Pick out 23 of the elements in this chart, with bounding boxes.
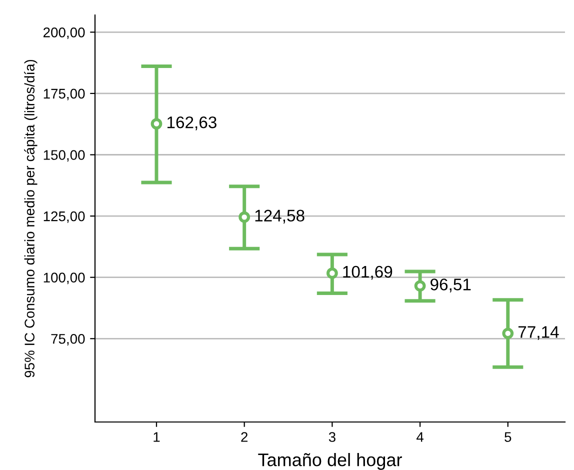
point bbox=[326, 268, 338, 279]
data-label: 96,51 bbox=[430, 278, 471, 292]
point bbox=[414, 280, 426, 292]
x-tick-label: 3 bbox=[328, 432, 336, 442]
data-label: 77,14 bbox=[518, 326, 559, 340]
point bbox=[238, 211, 250, 223]
y-tick-label: 125,00 bbox=[44, 211, 85, 223]
y-tick-label: 100,00 bbox=[44, 272, 85, 284]
point bbox=[502, 328, 514, 340]
x-tick-label: 1 bbox=[154, 432, 160, 442]
data-label: 162,63 bbox=[167, 116, 216, 130]
point bbox=[150, 118, 162, 130]
y-tick-label: 175,00 bbox=[44, 88, 85, 100]
y-tick-label: 200,00 bbox=[44, 27, 85, 39]
data-label: 124,58 bbox=[255, 210, 304, 224]
x-tick-label: 2 bbox=[241, 432, 248, 442]
y-tick-label: 75,00 bbox=[51, 334, 85, 346]
data-label: 101,69 bbox=[343, 266, 392, 280]
y-tick-label: 150,00 bbox=[44, 150, 85, 162]
x-axis-title: Tamaño del hogar bbox=[258, 453, 402, 470]
x-tick-label: 4 bbox=[416, 432, 424, 442]
x-tick-label: 5 bbox=[504, 432, 512, 442]
y-axis-title: 95% IC Consumo diario medio per cápita (litros/día) bbox=[24, 60, 38, 378]
